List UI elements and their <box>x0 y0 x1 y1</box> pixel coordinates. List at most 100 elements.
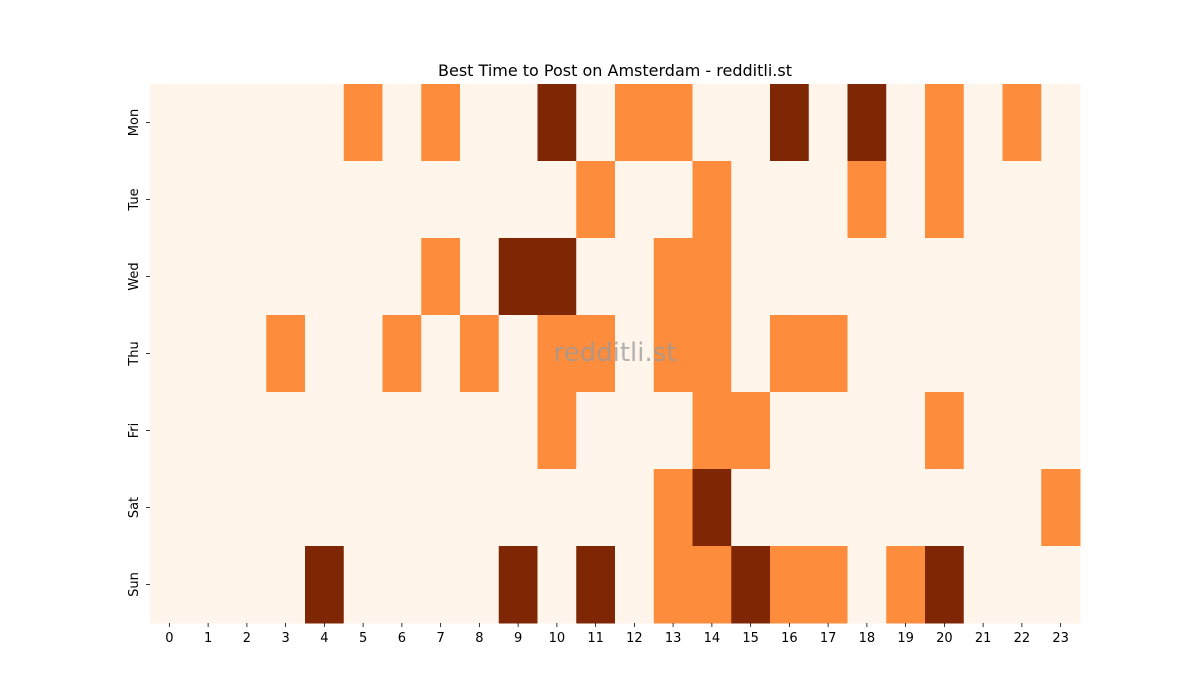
heatmap-cell-fri-12 <box>615 392 655 470</box>
heatmap-cell-wed-3 <box>266 238 306 316</box>
heatmap-cell-thu-16 <box>770 315 810 393</box>
heatmap-cell-tue-1 <box>188 161 228 239</box>
x-tick-label: 21 <box>975 631 992 646</box>
heatmap-cell-wed-18 <box>847 238 887 316</box>
heatmap-cell-sun-9 <box>498 546 538 624</box>
heatmap-cell-tue-22 <box>1002 161 1042 239</box>
heatmap-cell-fri-14 <box>692 392 732 470</box>
heatmap-cell-sun-4 <box>305 546 345 624</box>
heatmap-cell-tue-19 <box>886 161 926 239</box>
heatmap-cell-fri-10 <box>537 392 577 470</box>
x-tick-label: 22 <box>1014 631 1031 646</box>
x-tick-label: 6 <box>398 631 406 646</box>
y-tick-label: Tue <box>127 188 142 211</box>
heatmap-cell-tue-12 <box>615 161 655 239</box>
heatmap-cell-wed-22 <box>1002 238 1042 316</box>
heatmap-cell-mon-15 <box>731 84 771 162</box>
heatmap-cell-wed-17 <box>808 238 848 316</box>
heatmap-cell-fri-18 <box>847 392 887 470</box>
heatmap-cell-wed-14 <box>692 238 732 316</box>
heatmap-cell-thu-21 <box>963 315 1003 393</box>
heatmap-cell-sun-20 <box>925 546 965 624</box>
heatmap-cell-thu-7 <box>421 315 461 393</box>
heatmap-cell-wed-13 <box>653 238 693 316</box>
heatmap-cell-fri-23 <box>1041 392 1081 470</box>
heatmap-cell-mon-2 <box>227 84 267 162</box>
x-tick-label: 13 <box>665 631 682 646</box>
heatmap-cell-sun-0 <box>150 546 190 624</box>
heatmap-cell-thu-11 <box>576 315 616 393</box>
heatmap-cell-thu-2 <box>227 315 267 393</box>
heatmap-cell-fri-20 <box>925 392 965 470</box>
heatmap-cell-wed-20 <box>925 238 965 316</box>
heatmap-cell-mon-4 <box>305 84 345 162</box>
heatmap-cell-sun-16 <box>770 546 810 624</box>
heatmap-cell-sat-5 <box>343 469 383 547</box>
heatmap-cell-sat-11 <box>576 469 616 547</box>
x-tick-label: 14 <box>704 631 721 646</box>
heatmap-cell-thu-6 <box>382 315 422 393</box>
heatmap-cell-tue-6 <box>382 161 422 239</box>
heatmap-cell-fri-8 <box>460 392 500 470</box>
heatmap-cell-mon-18 <box>847 84 887 162</box>
y-tick-label: Mon <box>127 109 142 136</box>
heatmap-cell-mon-3 <box>266 84 306 162</box>
x-tick-label: 16 <box>781 631 798 646</box>
chart-title: Best Time to Post on Amsterdam - redditl… <box>438 61 792 80</box>
heatmap-cell-tue-18 <box>847 161 887 239</box>
heatmap-cell-mon-19 <box>886 84 926 162</box>
heatmap-cell-mon-5 <box>343 84 383 162</box>
heatmap-cell-sat-18 <box>847 469 887 547</box>
heatmap-cell-fri-16 <box>770 392 810 470</box>
x-tick-label: 2 <box>243 631 251 646</box>
heatmap-cell-thu-20 <box>925 315 965 393</box>
heatmap-cell-sat-23 <box>1041 469 1081 547</box>
heatmap-cell-sun-10 <box>537 546 577 624</box>
heatmap-cell-sun-23 <box>1041 546 1081 624</box>
heatmap-cell-wed-19 <box>886 238 926 316</box>
heatmap-cell-sat-7 <box>421 469 461 547</box>
heatmap-cell-sat-6 <box>382 469 422 547</box>
heatmap-cell-sat-2 <box>227 469 267 547</box>
x-tick-label: 23 <box>1052 631 1069 646</box>
heatmap-cell-mon-9 <box>498 84 538 162</box>
heatmap-cell-wed-0 <box>150 238 190 316</box>
heatmap-cell-thu-18 <box>847 315 887 393</box>
x-tick-label: 12 <box>626 631 643 646</box>
y-tick-label: Thu <box>127 341 142 366</box>
heatmap-cell-sun-14 <box>692 546 732 624</box>
x-tick-label: 4 <box>320 631 328 646</box>
x-tick-label: 20 <box>936 631 953 646</box>
heatmap-cell-fri-15 <box>731 392 771 470</box>
heatmap-cell-sat-4 <box>305 469 345 547</box>
heatmap-cell-mon-17 <box>808 84 848 162</box>
heatmap-cell-thu-15 <box>731 315 771 393</box>
heatmap-cell-sun-8 <box>460 546 500 624</box>
heatmap-cell-tue-5 <box>343 161 383 239</box>
heatmap-cell-mon-22 <box>1002 84 1042 162</box>
heatmap-cell-sun-19 <box>886 546 926 624</box>
heatmap-cell-thu-1 <box>188 315 228 393</box>
heatmap-cell-fri-13 <box>653 392 693 470</box>
heatmap-cell-sat-17 <box>808 469 848 547</box>
heatmap-cell-fri-4 <box>305 392 345 470</box>
heatmap-cell-sun-5 <box>343 546 383 624</box>
heatmap-cell-sun-1 <box>188 546 228 624</box>
heatmap-cell-tue-7 <box>421 161 461 239</box>
heatmap-cell-sat-20 <box>925 469 965 547</box>
heatmap-cell-sat-16 <box>770 469 810 547</box>
heatmap-cell-sat-14 <box>692 469 732 547</box>
heatmap-cell-wed-5 <box>343 238 383 316</box>
x-tick-label: 3 <box>281 631 289 646</box>
heatmap-cell-sat-8 <box>460 469 500 547</box>
heatmap-cell-sat-13 <box>653 469 693 547</box>
heatmap-cell-fri-1 <box>188 392 228 470</box>
heatmap-cell-mon-14 <box>692 84 732 162</box>
heatmap-cell-fri-17 <box>808 392 848 470</box>
heatmap-cell-sun-3 <box>266 546 306 624</box>
heatmap-cell-sun-2 <box>227 546 267 624</box>
heatmap-cell-thu-13 <box>653 315 693 393</box>
heatmap-cell-wed-6 <box>382 238 422 316</box>
heatmap-cell-sun-7 <box>421 546 461 624</box>
